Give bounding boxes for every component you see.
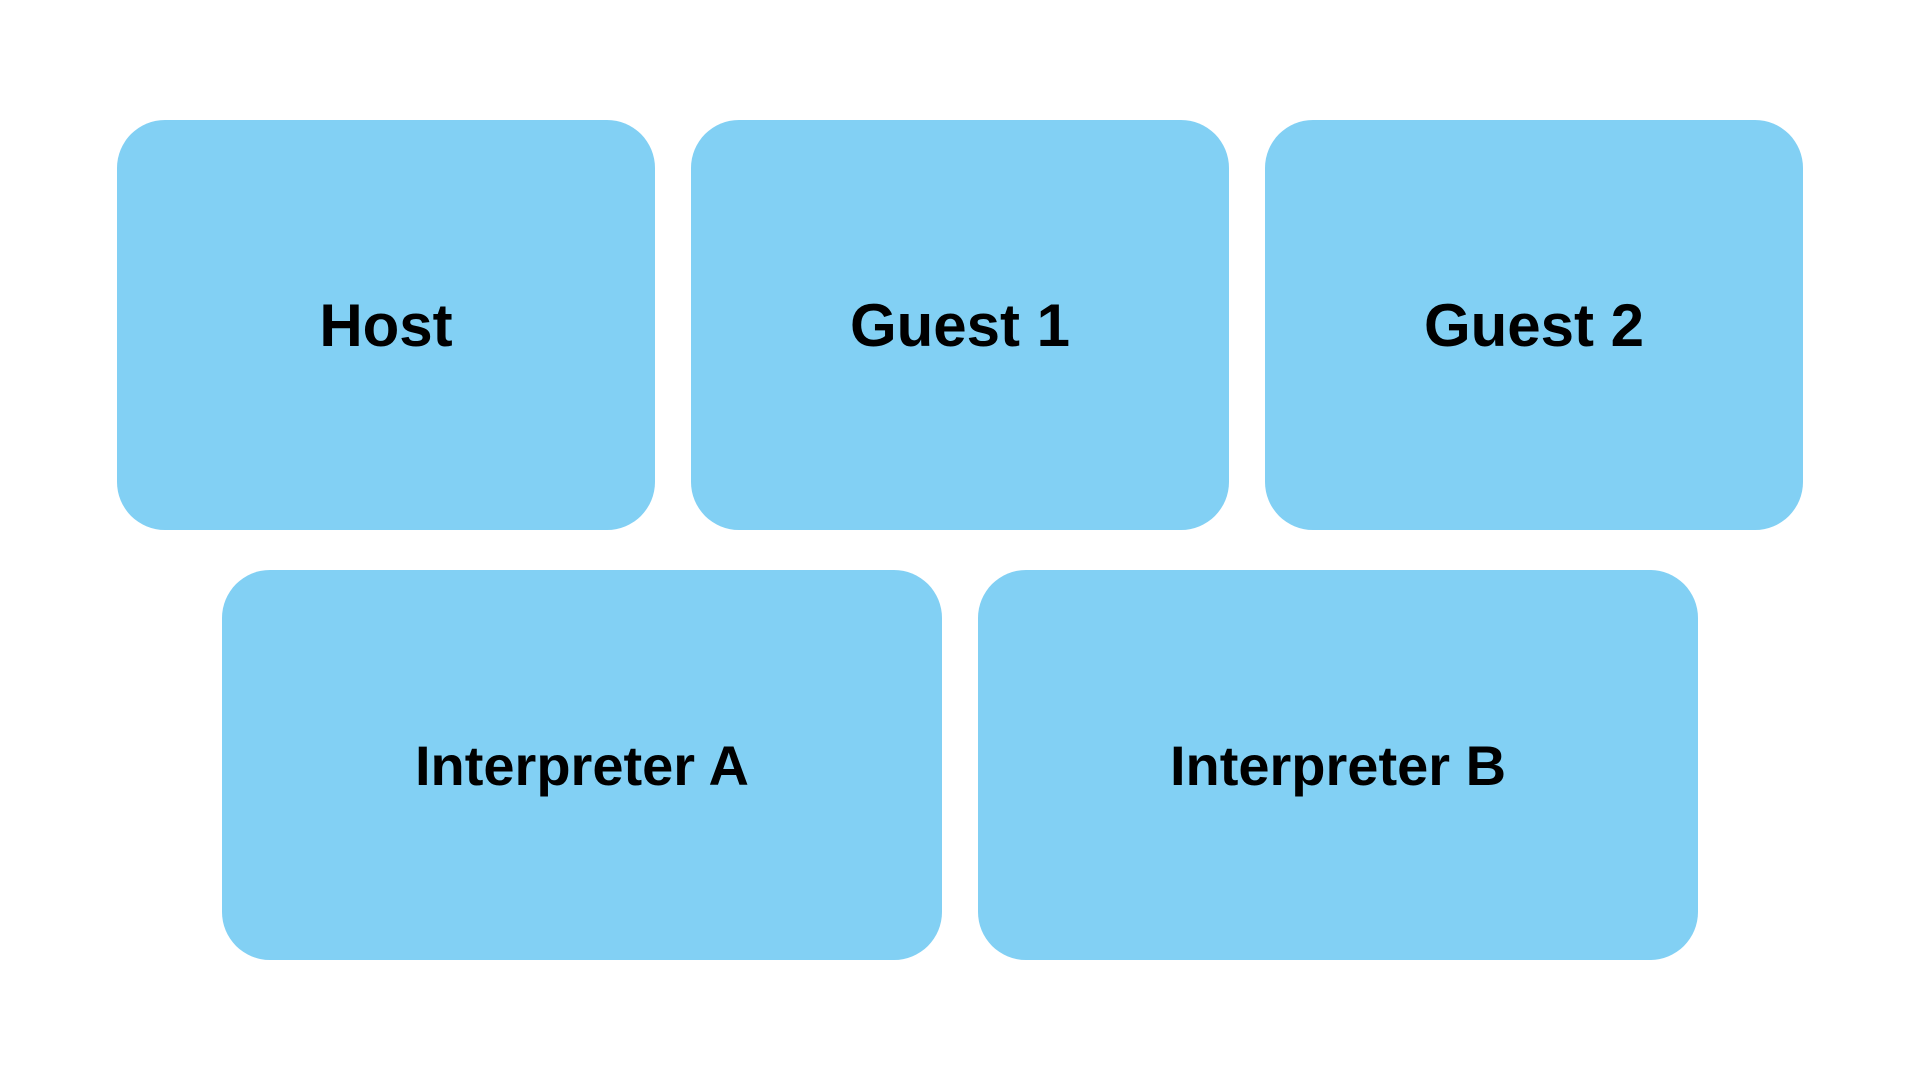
- box-host-label: Host: [319, 291, 452, 360]
- bottom-row: Interpreter A Interpreter B: [110, 570, 1810, 960]
- box-interpreter-b-label: Interpreter B: [1170, 733, 1506, 798]
- box-interpreter-b: Interpreter B: [978, 570, 1698, 960]
- top-row: Host Guest 1 Guest 2: [110, 120, 1810, 530]
- box-guest-2-label: Guest 2: [1424, 291, 1644, 360]
- box-interpreter-a-label: Interpreter A: [415, 733, 749, 798]
- box-host: Host: [117, 120, 655, 530]
- box-guest-2: Guest 2: [1265, 120, 1803, 530]
- box-guest-1-label: Guest 1: [850, 291, 1070, 360]
- box-guest-1: Guest 1: [691, 120, 1229, 530]
- box-interpreter-a: Interpreter A: [222, 570, 942, 960]
